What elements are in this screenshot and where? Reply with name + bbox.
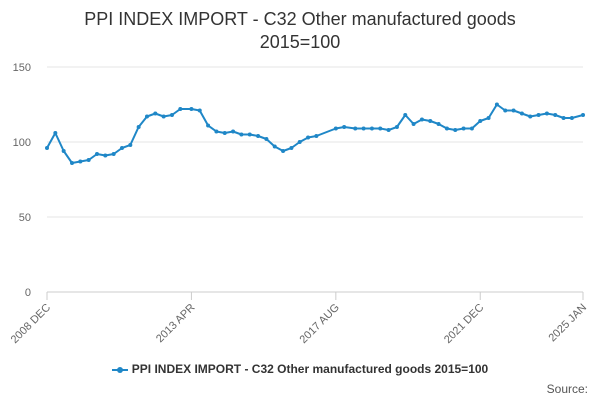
data-point[interactable] (503, 108, 508, 113)
data-point[interactable] (453, 128, 458, 132)
grid-lines (47, 66, 583, 293)
data-point[interactable] (581, 113, 585, 117)
data-point[interactable] (553, 113, 558, 117)
y-tick-label: 100 (13, 137, 31, 149)
data-point[interactable] (111, 152, 116, 156)
legend-label: PPI INDEX IMPORT - C32 Other manufacture… (131, 362, 489, 376)
data-point[interactable] (378, 126, 383, 131)
data-point[interactable] (536, 113, 541, 117)
data-point[interactable] (45, 146, 49, 150)
data-point[interactable] (306, 135, 311, 140)
data-point[interactable] (128, 143, 133, 147)
y-tick-label: 150 (13, 62, 31, 74)
data-point[interactable] (436, 122, 441, 126)
data-point[interactable] (403, 113, 408, 117)
y-tick-label: 0 (25, 287, 31, 299)
data-point[interactable] (136, 125, 141, 129)
data-point[interactable] (333, 126, 338, 131)
x-tick-label: 2025 JAN (546, 302, 589, 345)
data-point[interactable] (247, 132, 252, 137)
data-point[interactable] (511, 108, 516, 113)
data-point[interactable] (161, 114, 166, 119)
data-point[interactable] (197, 108, 202, 113)
data-point[interactable] (428, 119, 433, 123)
data-point[interactable] (342, 125, 347, 129)
data-point[interactable] (297, 140, 302, 144)
legend[interactable]: PPI INDEX IMPORT - C32 Other manufacture… (0, 362, 600, 376)
chart-subtitle: 2015=100 (259, 32, 341, 52)
data-point[interactable] (222, 131, 227, 135)
data-point[interactable] (353, 126, 358, 131)
x-tick-label: 2008 DEC (9, 302, 53, 346)
data-point[interactable] (519, 111, 524, 116)
data-point[interactable] (231, 129, 236, 134)
x-axis: 2008 DEC 2013 APR 2017 AUG 2021 DEC 2025 JAN (9, 292, 589, 346)
plot-area (45, 102, 585, 165)
data-point[interactable] (419, 117, 424, 122)
data-point[interactable] (394, 125, 399, 129)
data-point[interactable] (314, 134, 319, 138)
data-point[interactable] (153, 111, 158, 116)
data-point[interactable] (189, 107, 194, 111)
data-point[interactable] (103, 153, 108, 158)
data-point[interactable] (281, 149, 286, 153)
data-point[interactable] (169, 113, 174, 117)
data-point[interactable] (239, 132, 244, 137)
data-point[interactable] (361, 126, 366, 131)
data-point[interactable] (528, 114, 533, 119)
data-point[interactable] (444, 126, 449, 131)
data-point[interactable] (144, 114, 149, 119)
data-point[interactable] (264, 137, 269, 141)
data-point[interactable] (289, 146, 294, 150)
data-point[interactable] (486, 116, 491, 120)
x-tick-label: 2017 AUG (298, 302, 342, 346)
data-point[interactable] (206, 123, 211, 128)
data-point[interactable] (53, 131, 58, 135)
x-tick-label: 2013 APR (154, 302, 198, 346)
data-point[interactable] (386, 128, 391, 132)
data-point[interactable] (561, 116, 566, 120)
data-point[interactable] (256, 134, 261, 138)
data-point[interactable] (569, 116, 574, 120)
chart-title-main: PPI INDEX IMPORT - C32 Other manufacture… (84, 9, 516, 29)
y-axis: 0 50 100 150 (13, 62, 31, 299)
data-point[interactable] (86, 158, 91, 162)
data-point[interactable] (478, 119, 483, 123)
data-point[interactable] (544, 111, 549, 116)
source-label: Source: (546, 382, 588, 396)
data-point[interactable] (178, 107, 183, 111)
x-tick-label: 2021 DEC (442, 302, 486, 346)
data-point[interactable] (61, 149, 66, 153)
data-point[interactable] (494, 102, 499, 107)
data-point[interactable] (94, 152, 99, 156)
chart-title: PPI INDEX IMPORT - C32 Other manufacture… (0, 8, 600, 54)
data-point[interactable] (214, 129, 219, 134)
data-point[interactable] (272, 144, 277, 149)
data-point[interactable] (78, 159, 83, 164)
data-point[interactable] (411, 122, 416, 126)
series-line (46, 103, 584, 164)
data-point[interactable] (469, 126, 474, 131)
data-point[interactable] (69, 161, 74, 165)
legend-line-marker-icon (111, 365, 128, 375)
data-point[interactable] (119, 146, 124, 150)
data-point[interactable] (369, 126, 374, 131)
y-tick-label: 50 (19, 212, 31, 224)
data-point[interactable] (461, 126, 466, 131)
